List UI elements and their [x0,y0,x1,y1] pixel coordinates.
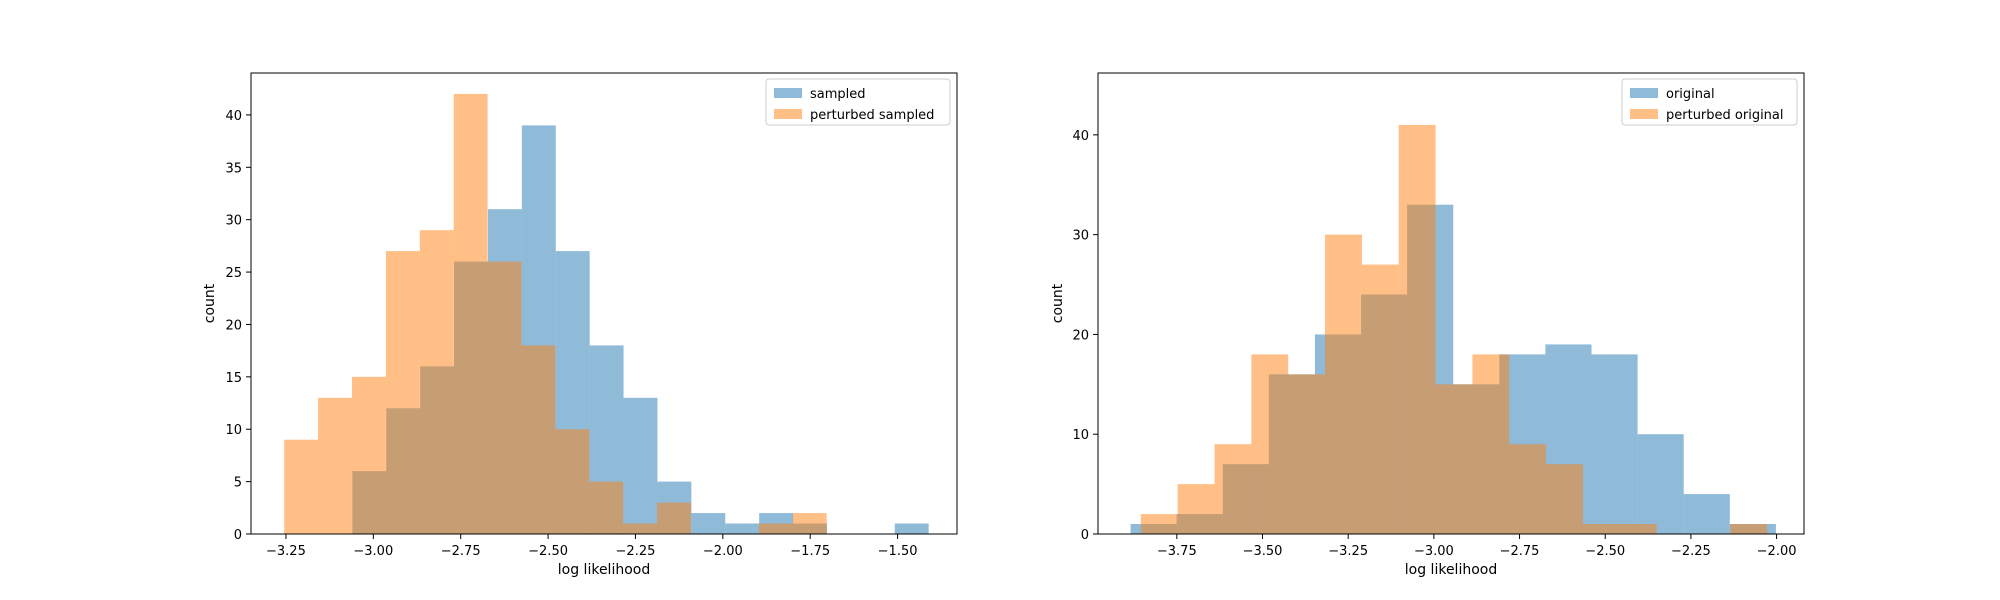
histogram-bar-perturbed-sampled [758,523,793,534]
y-axis-label: count [202,283,218,323]
histogram-bar-sampled [691,513,726,534]
histogram-bar-perturbed-sampled [385,251,420,535]
y-tick-label: 20 [1072,328,1089,343]
x-tick-label: −3.25 [266,544,306,559]
histogram-bar-perturbed-sampled [623,523,658,534]
x-tick-label: −2.25 [1671,544,1711,559]
histogram-bar-original [1683,494,1730,534]
y-tick-label: 25 [225,266,242,281]
x-axis-label: log likelihood [558,562,650,578]
y-tick-label: 15 [225,371,242,386]
legend: sampled perturbed sampled [765,78,951,126]
y-tick-label: 40 [1072,129,1089,144]
x-tick-label: −2.00 [1757,544,1797,559]
x-tick-label: −3.50 [1243,544,1283,559]
histogram-bar-perturbed-original [1325,234,1362,534]
histogram-bar-perturbed-sampled [453,93,488,534]
histogram-bar-perturbed-original [1546,464,1583,534]
histogram-bar-perturbed-sampled [657,502,692,534]
histogram-bar-perturbed-sampled [284,439,319,534]
histogram-bar-perturbed-sampled [419,230,454,534]
y-axis-label: count [1050,283,1066,323]
histogram-sampled-panel: −3.25 −3.00 −2.75 −2.50 −2.25 −2.00 −1.75 −1.50… [202,72,958,578]
x-tick-label: −2.50 [1585,544,1625,559]
histogram-bar-perturbed-sampled [555,429,590,534]
x-tick-label: −1.50 [878,544,918,559]
histogram-bar-perturbed-original [1288,374,1326,534]
x-axis-ticks: −3.75 −3.50 −3.25 −3.00 −2.75 −2.50 −2.25 −2.00 [1157,534,1797,559]
x-tick-label: −2.75 [1500,544,1540,559]
x-tick-label: −3.00 [353,544,393,559]
histogram-bar-perturbed-original [1472,354,1510,534]
histogram-bar-original [1637,434,1684,534]
x-tick-label: −2.75 [441,544,481,559]
x-tick-label: −2.00 [703,544,743,559]
histogram-bar-perturbed-sampled [521,345,556,534]
legend-box [765,78,951,126]
y-axis-ticks: 0 10 20 30 40 [1072,129,1098,543]
histogram-bar-perturbed-original [1509,444,1547,534]
y-tick-label: 10 [1072,428,1089,443]
y-tick-label: 10 [225,423,242,438]
x-tick-label: −3.00 [1414,544,1454,559]
legend-swatch [1630,88,1658,98]
x-tick-label: −3.25 [1328,544,1368,559]
histogram-bar-original [1591,354,1638,534]
histogram-bar-perturbed-original [1398,124,1436,534]
legend-label: original [1666,87,1715,102]
histogram-bar-sampled [894,523,929,534]
legend-label: perturbed original [1666,108,1784,123]
legend-swatch [774,109,802,119]
y-tick-label: 20 [225,318,242,333]
histogram-bar-perturbed-original [1361,264,1399,534]
histogram-bar-perturbed-sampled [352,376,386,534]
histogram-bar-perturbed-original [1251,354,1289,534]
histogram-bar-perturbed-sampled [589,481,624,534]
histogram-bar-perturbed-sampled [318,397,352,534]
axes-frame [250,72,958,535]
histogram-bar-perturbed-original [1582,524,1620,534]
histogram-bar-perturbed-sampled [792,513,827,534]
legend-label: sampled [810,87,866,102]
legend-swatch [1630,109,1658,119]
histogram-original-panel: −3.75 −3.50 −3.25 −3.00 −2.75 −2.50 −2.25 −2.00… [1050,72,1805,578]
y-tick-label: 0 [234,528,242,543]
bars-layer [1130,124,1776,534]
legend: original perturbed original [1621,78,1798,126]
x-tick-label: −2.50 [528,544,568,559]
histogram-bar-sampled [623,397,658,534]
histogram-bar-perturbed-sampled [487,261,522,534]
histogram-bar-perturbed-original [1619,524,1657,534]
histogram-bar-perturbed-original [1730,524,1768,534]
histogram-bar-perturbed-original [1140,514,1178,534]
y-tick-label: 0 [1081,528,1089,543]
y-tick-label: 30 [225,214,242,229]
y-tick-label: 30 [1072,229,1089,244]
legend-swatch [774,88,802,98]
legend-label: perturbed sampled [810,108,934,123]
legend-box [1621,78,1798,126]
x-tick-label: −2.25 [616,544,656,559]
histogram-bar-perturbed-original [1214,444,1252,534]
histogram-bar-sampled [725,523,760,534]
x-axis-ticks: −3.25 −3.00 −2.75 −2.50 −2.25 −2.00 −1.75 −1.50 [266,534,918,559]
histogram-bar-perturbed-original [1177,484,1215,534]
y-tick-label: 5 [234,476,242,491]
y-tick-label: 40 [225,109,242,124]
bars-layer [284,93,929,535]
x-tick-label: −3.75 [1157,544,1197,559]
x-tick-label: −1.75 [790,544,830,559]
x-axis-label: log likelihood [1405,562,1497,578]
y-tick-label: 35 [225,161,242,176]
axes-frame [1097,72,1805,535]
y-axis-ticks: 0 5 10 15 20 25 30 35 40 [225,109,251,543]
histogram-bar-perturbed-original [1435,384,1473,534]
